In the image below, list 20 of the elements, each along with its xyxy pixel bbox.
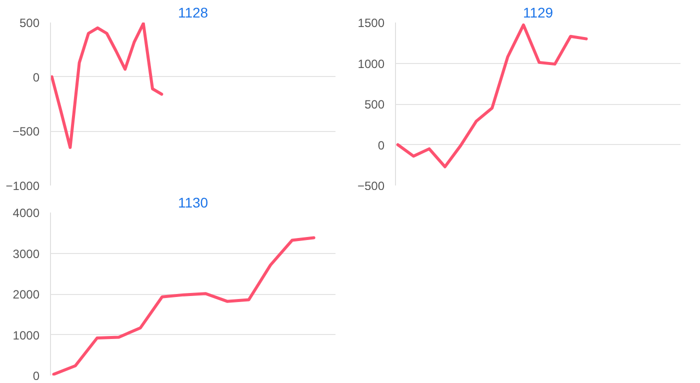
chart-title: 1130: [178, 194, 208, 210]
y-tick-label: −1000: [6, 179, 40, 193]
line-series: [52, 236, 316, 376]
y-tick-label: 1000: [358, 56, 385, 71]
y-tick-label: −500: [12, 124, 40, 139]
line-series: [50, 22, 164, 149]
chart-title: 1129: [522, 4, 554, 20]
line-series: [396, 23, 588, 168]
y-tick-label: 0: [378, 138, 385, 152]
y-tick-label: 500: [364, 98, 385, 112]
y-tick-label: 1000: [12, 328, 40, 342]
y-tick-label: 0: [32, 369, 40, 383]
chart-title: 1128: [178, 4, 208, 20]
y-tick-label: −500: [357, 179, 385, 193]
y-tick-label: 3000: [12, 246, 40, 261]
y-tick-label: 4000: [12, 206, 40, 220]
y-tick-label: 1500: [358, 16, 385, 30]
y-tick-label: 500: [19, 16, 40, 30]
y-tick-label: 2000: [12, 288, 40, 302]
y-tick-label: 0: [32, 70, 40, 84]
